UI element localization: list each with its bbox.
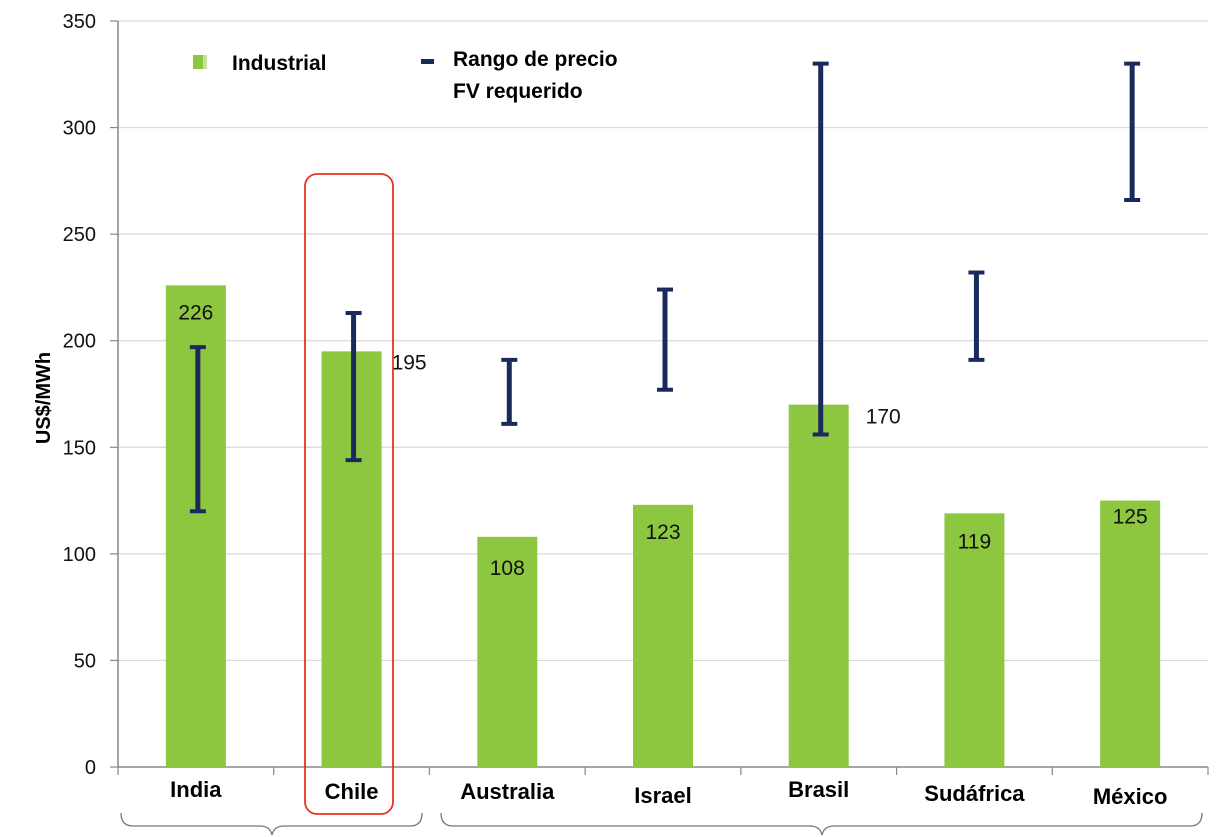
y-tick-label: 350 <box>63 11 96 33</box>
bar-israel <box>633 504 693 767</box>
range-bar <box>657 287 673 392</box>
y-tick-label: 0 <box>85 757 96 779</box>
data-label: 226 <box>178 301 213 324</box>
category-label: Brasil <box>788 777 849 802</box>
range-bar <box>189 345 206 514</box>
data-labels: 226 195 108 123 170 119 125 <box>178 301 1147 580</box>
range-bar <box>345 311 362 463</box>
y-tick-label: 150 <box>63 437 96 459</box>
y-axis-label: US$/MWh <box>33 352 55 444</box>
y-tick-label: 200 <box>63 331 96 353</box>
range-bars <box>189 61 1141 514</box>
y-tick-label: 250 <box>63 224 96 246</box>
category-label: Sudáfrica <box>924 781 1025 806</box>
category-label: Israel <box>634 783 692 808</box>
legend-range-label-line1: Rango de precio <box>453 48 618 71</box>
legend-bar-label: Industrial <box>232 52 327 75</box>
bar-méxico <box>1100 500 1161 767</box>
category-label: México <box>1093 784 1168 809</box>
bar-australia <box>477 536 538 767</box>
y-tick-label: 100 <box>63 544 96 566</box>
group-braces <box>120 812 1203 836</box>
legend: Industrial Rango de precio FV requerido <box>193 48 618 103</box>
legend-bar-swatch-shade <box>203 55 207 69</box>
data-label: 123 <box>645 521 680 544</box>
data-label: 170 <box>866 406 901 429</box>
legend-range-label-line2: FV requerido <box>453 80 583 103</box>
gridlines <box>110 20 1209 775</box>
bar-sudáfrica <box>944 513 1005 767</box>
category-labels: India Chile Australia Israel Brasil Sudáfrica… <box>170 777 1167 809</box>
data-label: 125 <box>1113 506 1148 529</box>
category-label: Chile <box>325 779 379 804</box>
y-tick-labels: 0 50 100 150 200 250 300 350 <box>63 11 96 779</box>
data-label: 119 <box>958 530 991 553</box>
y-tick-label: 50 <box>74 650 96 672</box>
range-bar <box>501 357 518 426</box>
data-label: 108 <box>490 557 525 580</box>
category-label: Australia <box>460 779 555 804</box>
brace-right <box>440 812 1203 836</box>
range-bar <box>812 61 829 437</box>
data-label: 195 <box>392 351 427 374</box>
category-label: India <box>170 777 222 802</box>
y-tick-label: 300 <box>63 118 96 140</box>
bar-brasil <box>788 404 849 767</box>
brace-left <box>120 812 423 836</box>
legend-range-swatch <box>421 59 434 64</box>
chile-highlight-box <box>304 173 394 815</box>
range-bar <box>1124 61 1141 203</box>
range-bar <box>968 270 985 362</box>
